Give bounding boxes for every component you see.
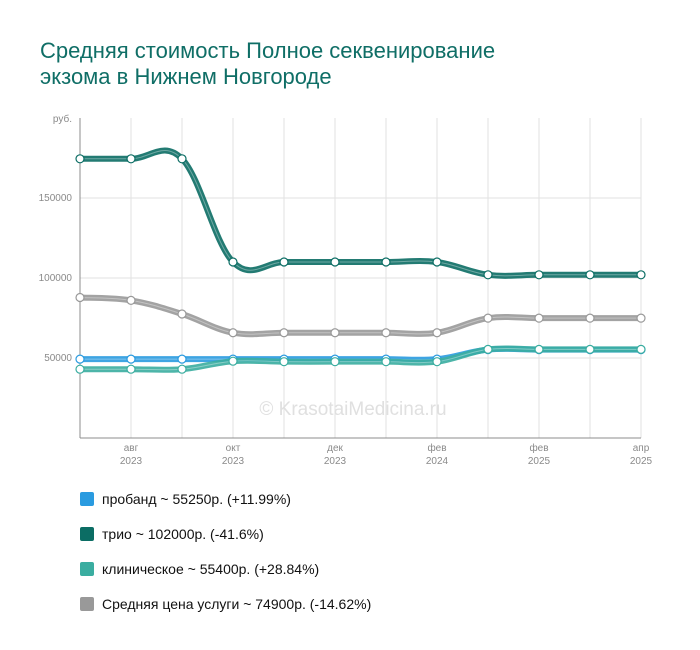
data-point-clinical bbox=[381, 357, 391, 367]
legend-label-average: Средняя цена услуги ~ 74900р. (-14.62%) bbox=[102, 596, 372, 612]
data-point-average bbox=[228, 328, 238, 338]
data-point-average bbox=[534, 313, 544, 323]
y-tick-label: 50000 bbox=[44, 353, 72, 364]
data-point-average bbox=[381, 328, 391, 338]
legend-label-clinical: клиническое ~ 55400р. (+28.84%) bbox=[102, 561, 320, 577]
watermark: © KrasotaiMedicina.ru bbox=[259, 399, 446, 420]
x-tick-label-month: авг bbox=[124, 443, 139, 454]
data-point-clinical bbox=[534, 344, 544, 354]
legend-swatch-trio bbox=[80, 527, 94, 541]
x-tick-label-year: 2024 bbox=[426, 456, 449, 467]
data-point-average bbox=[126, 295, 136, 305]
data-point-average bbox=[330, 328, 340, 338]
x-tick-label-year: 2023 bbox=[222, 456, 245, 467]
axes: 50000 100000 150000 руб. авг 2023 окт 2023 дек 20… bbox=[39, 113, 653, 467]
y-axis-label: руб. bbox=[53, 113, 72, 125]
data-point-average bbox=[75, 292, 85, 303]
data-point-clinical bbox=[177, 364, 187, 374]
line-chart: 50000 100000 150000 руб. авг 2023 окт 2023 дек 20… bbox=[39, 113, 653, 467]
data-point-trio bbox=[177, 154, 187, 164]
legend-label-trio: трио ~ 102000р. (-41.6%) bbox=[102, 526, 264, 542]
data-point-clinical bbox=[483, 344, 493, 354]
data-point-proband bbox=[177, 354, 187, 364]
data-point-clinical bbox=[75, 364, 85, 374]
data-point-clinical bbox=[432, 357, 442, 367]
x-tick-label-year: 2025 bbox=[528, 456, 551, 467]
data-point-proband bbox=[126, 354, 136, 364]
data-point-trio bbox=[228, 257, 238, 267]
data-point-average bbox=[432, 328, 442, 338]
grid bbox=[79, 118, 642, 438]
x-tick-label-month: окт bbox=[226, 443, 241, 454]
data-point-trio bbox=[75, 154, 85, 164]
data-point-clinical bbox=[636, 344, 646, 354]
legend-item-clinical[interactable]: клиническое ~ 55400р. (+28.84%) bbox=[80, 552, 371, 587]
legend-swatch-average bbox=[80, 597, 94, 611]
data-point-average bbox=[483, 313, 493, 323]
legend-swatch-proband bbox=[80, 492, 94, 506]
legend-item-proband[interactable]: пробанд ~ 55250р. (+11.99%) bbox=[80, 482, 371, 517]
x-tick-label-month: фев bbox=[529, 442, 548, 454]
data-point-trio bbox=[636, 270, 646, 280]
data-point-clinical bbox=[279, 357, 289, 367]
data-point-trio bbox=[330, 257, 340, 267]
data-point-average bbox=[177, 309, 187, 319]
data-point-clinical bbox=[126, 364, 136, 374]
series-line-average bbox=[77, 294, 644, 338]
data-point-average bbox=[636, 313, 646, 323]
x-tick-label-month: фев bbox=[427, 442, 446, 454]
chart-title-line-1: Средняя стоимость Полное секвенирование bbox=[40, 38, 496, 63]
series-line-highlight-trio bbox=[79, 150, 641, 277]
x-tick-label-year: 2023 bbox=[120, 456, 143, 467]
chart-title: Средняя стоимость Полное секвенирование … bbox=[40, 38, 660, 90]
data-point-trio bbox=[534, 270, 544, 280]
legend-item-average[interactable]: Средняя цена услуги ~ 74900р. (-14.62%) bbox=[80, 587, 371, 622]
legend-item-trio[interactable]: трио ~ 102000р. (-41.6%) bbox=[80, 517, 371, 552]
data-point-trio bbox=[279, 257, 289, 267]
x-tick-label-month: апр bbox=[633, 443, 650, 454]
data-point-trio bbox=[483, 270, 493, 280]
legend-label-proband: пробанд ~ 55250р. (+11.99%) bbox=[102, 491, 291, 507]
data-point-average bbox=[279, 328, 289, 338]
data-point-clinical bbox=[330, 357, 340, 367]
series-line-trio bbox=[77, 147, 644, 279]
x-tick-label-month: дек bbox=[327, 443, 343, 454]
y-tick-label: 100000 bbox=[39, 273, 73, 284]
data-point-proband bbox=[75, 354, 85, 364]
data-point-trio bbox=[585, 270, 595, 280]
data-point-trio bbox=[432, 257, 442, 267]
data-point-average bbox=[585, 313, 595, 323]
data-point-clinical bbox=[228, 356, 238, 366]
y-tick-label: 150000 bbox=[39, 193, 73, 204]
data-point-trio bbox=[381, 257, 391, 267]
series-layer bbox=[75, 147, 646, 374]
data-point-trio bbox=[126, 154, 136, 164]
legend-swatch-clinical bbox=[80, 562, 94, 576]
chart-title-line-2: экзома в Нижнем Новгороде bbox=[40, 64, 332, 89]
data-point-clinical bbox=[585, 344, 595, 354]
x-tick-label-year: 2025 bbox=[630, 456, 653, 467]
x-tick-label-year: 2023 bbox=[324, 456, 347, 467]
legend: пробанд ~ 55250р. (+11.99%) трио ~ 10200… bbox=[80, 482, 371, 622]
